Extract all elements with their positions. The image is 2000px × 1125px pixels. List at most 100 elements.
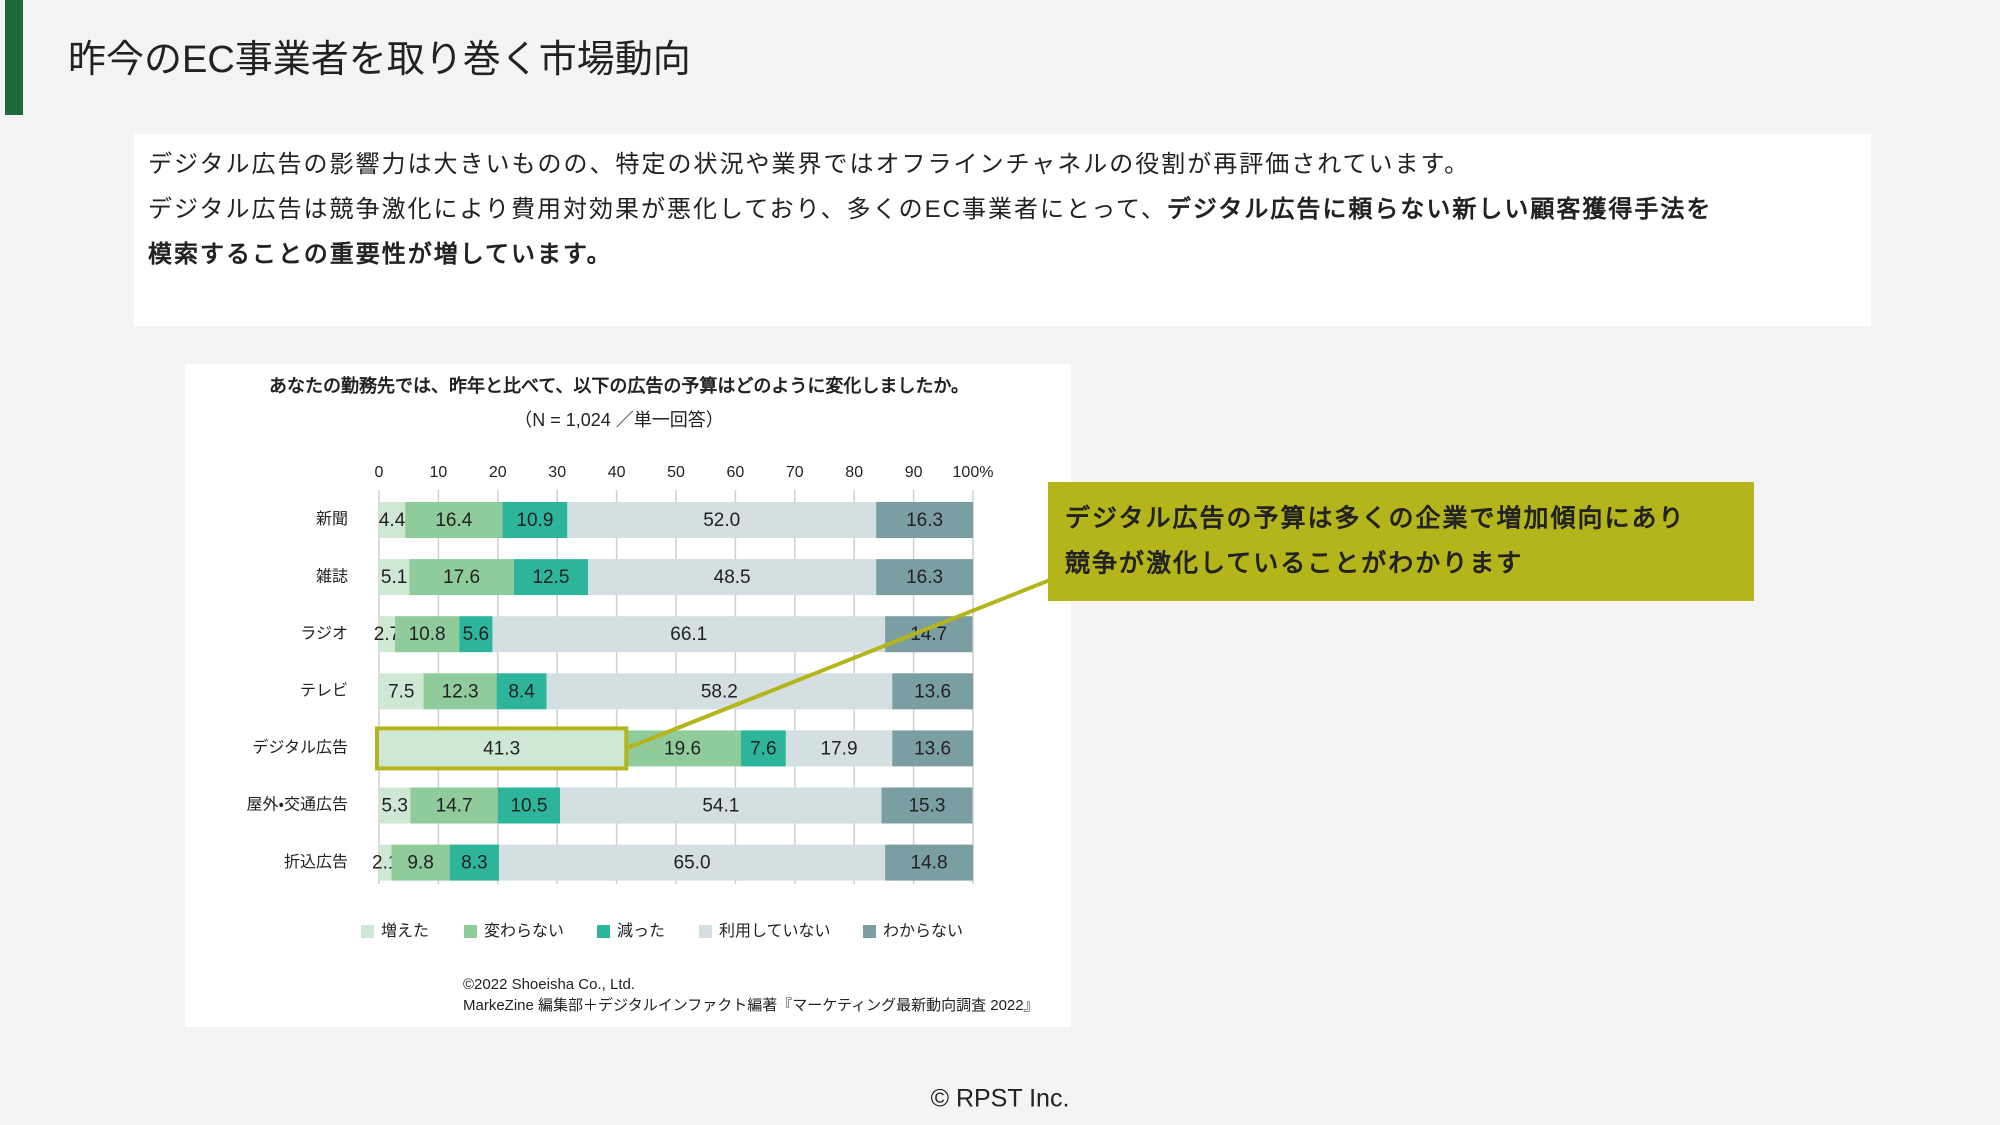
intro-run: デジタル広告の影響力は大きいものの、特定の状況や業界ではオフラインチャネルの役割…: [148, 151, 1470, 178]
legend-swatch: [361, 925, 374, 938]
intro-text: デジタル広告の影響力は大きいものの、特定の状況や業界ではオフラインチャネルの役割…: [148, 151, 1713, 268]
intro-run: デジタル広告に頼らない新しい顧客獲得手法を: [1167, 195, 1713, 223]
bar-segment: [492, 616, 886, 653]
bar-segment: [881, 787, 973, 824]
callout-text: 競争が激化していることがわかります: [1064, 549, 1523, 578]
x-tick-label: 30: [548, 464, 566, 481]
bar-segment: [498, 844, 886, 881]
bar-segment: [513, 559, 589, 596]
value-label: 13.6: [914, 738, 951, 759]
value-label: 41.3: [483, 738, 520, 759]
bar-segment: [410, 787, 498, 824]
bar-segment: [379, 844, 392, 881]
category-label: ラジオ: [300, 625, 348, 642]
value-label: 14.7: [910, 624, 947, 645]
value-label: 48.5: [714, 567, 751, 588]
value-label: 5.3: [382, 796, 408, 817]
value-label: 14.7: [436, 796, 473, 817]
bar-segment: [560, 787, 882, 824]
value-label: 16.3: [906, 510, 943, 531]
bar-segment: [379, 787, 411, 824]
legend-label: 利用していない: [719, 922, 831, 940]
bar-segment: [785, 730, 893, 767]
bar-segment: [496, 673, 547, 710]
bar-segment: [588, 559, 877, 596]
intro-line: 模索することの重要性が増しています。: [148, 240, 613, 268]
intro-run: デジタル広告は競争激化により費用対効果が悪化しており、多くのEC事業者にとって、: [148, 196, 1167, 223]
bar-segment: [497, 787, 561, 824]
category-label: 雑誌: [316, 567, 348, 585]
x-tick-label: 0: [375, 464, 384, 481]
value-label: 14.8: [911, 853, 948, 874]
legend-label: 減った: [617, 922, 665, 940]
category-label: テレビ: [300, 682, 348, 700]
bar-segment: [546, 673, 893, 710]
category-label: 折込広告: [284, 853, 348, 871]
x-tick-label: 10: [430, 464, 448, 481]
value-label: 54.1: [702, 796, 739, 817]
value-label: 7.5: [388, 681, 414, 702]
x-tick-label: 90: [905, 464, 923, 481]
bar-segment: [876, 559, 973, 596]
value-label: 5.1: [381, 567, 407, 588]
x-tick-label: 100%: [953, 464, 994, 481]
bar-segment: [624, 730, 741, 767]
value-label: 4.4: [379, 510, 406, 531]
bar-segment: [567, 502, 877, 538]
bar-segment: [885, 616, 973, 653]
value-label: 7.6: [750, 738, 776, 759]
value-label: 5.6: [463, 624, 489, 645]
callout-connector: [625, 578, 1051, 751]
value-label: 17.6: [443, 567, 480, 588]
bar-segment: [379, 502, 406, 538]
legend-label: 増えた: [381, 922, 429, 940]
callout-text: デジタル広告の予算は多くの企業で増加傾向にあり: [1065, 504, 1686, 533]
intro-run: 模索することの重要性が増しています。: [148, 240, 613, 268]
accent-bar: [5, 0, 23, 115]
value-label: 58.2: [701, 681, 738, 702]
value-label: 9.8: [407, 853, 433, 874]
value-label: 10.9: [516, 510, 553, 531]
value-label: 65.0: [674, 853, 711, 874]
x-tick-label: 50: [667, 464, 685, 481]
value-label: 16.3: [906, 567, 943, 588]
bar-segment: [379, 559, 410, 596]
callout-box: [1048, 482, 1754, 601]
source: MarkeZine 編集部＋デジタルインファクト編著『マーケティング最新動向調査…: [463, 996, 1039, 1014]
x-tick-label: 80: [845, 464, 863, 481]
bar-segment: [892, 730, 973, 767]
source: ©2022 Shoeisha Co., Ltd.: [463, 976, 635, 993]
value-label: 16.4: [435, 510, 472, 531]
chart: 0 10 20 30 40 50 60 70 80 90 100% 新聞 4.4 16.4 10.9 52.0…: [247, 464, 1754, 940]
value-label: 15.3: [908, 796, 945, 817]
bar-segment: [405, 502, 503, 538]
chart-subtitle: （N = 1,024 ／単一回答）: [514, 410, 724, 430]
bar-segment: [423, 673, 497, 710]
bar-segment: [876, 502, 973, 538]
value-label: 10.8: [409, 624, 446, 645]
intro-box: [134, 134, 1871, 326]
x-tick-label: 20: [489, 464, 507, 481]
intro-line: デジタル広告の影響力は大きいものの、特定の状況や業界ではオフラインチャネルの役割…: [148, 151, 1470, 178]
footer: © RPST Inc.: [931, 1085, 1070, 1113]
legend-label: 変わらない: [484, 922, 564, 940]
value-label: 2.7: [374, 624, 400, 645]
legend-label: わからない: [883, 922, 963, 940]
value-label: 12.3: [442, 681, 479, 702]
bar-segment: [379, 616, 396, 653]
bar-segment: [885, 844, 973, 881]
bar-segment: [449, 844, 499, 881]
category-label: 屋外・交通広告: [247, 796, 348, 814]
x-tick-label: 70: [786, 464, 804, 481]
chart-title: あなたの勤務先では、昨年と比べて、以下の広告の予算はどのように変化しましたか。: [269, 375, 969, 396]
x-tick-label: 60: [727, 464, 745, 481]
bar-segment: [379, 673, 424, 710]
bar-segment: [409, 559, 514, 596]
bar-segment: [459, 616, 493, 653]
value-label: 19.6: [664, 738, 701, 759]
value-label: 52.0: [703, 510, 740, 531]
legend-swatch: [464, 925, 477, 938]
bar-segment: [740, 730, 786, 767]
